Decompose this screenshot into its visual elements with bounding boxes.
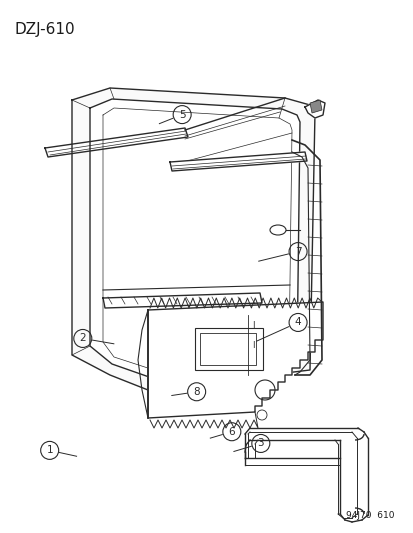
Polygon shape <box>90 99 299 378</box>
Text: 2: 2 <box>79 334 86 343</box>
Text: 3: 3 <box>257 439 263 448</box>
Text: 5: 5 <box>178 110 185 119</box>
Polygon shape <box>304 100 324 118</box>
Text: I: I <box>251 341 254 350</box>
Polygon shape <box>147 302 322 418</box>
Polygon shape <box>309 100 321 113</box>
Bar <box>195 328 262 370</box>
Text: 94J70  610: 94J70 610 <box>346 511 394 520</box>
Text: 4: 4 <box>294 318 301 327</box>
Text: 1: 1 <box>46 446 53 455</box>
Text: 7: 7 <box>294 247 301 256</box>
Bar <box>199 333 255 365</box>
Polygon shape <box>45 128 188 157</box>
Polygon shape <box>103 293 261 308</box>
Text: 6: 6 <box>228 427 235 437</box>
Text: 8: 8 <box>193 387 199 397</box>
Polygon shape <box>170 152 306 171</box>
Text: DZJ-610: DZJ-610 <box>15 22 76 37</box>
Text: I: I <box>251 320 254 329</box>
Polygon shape <box>72 88 314 390</box>
